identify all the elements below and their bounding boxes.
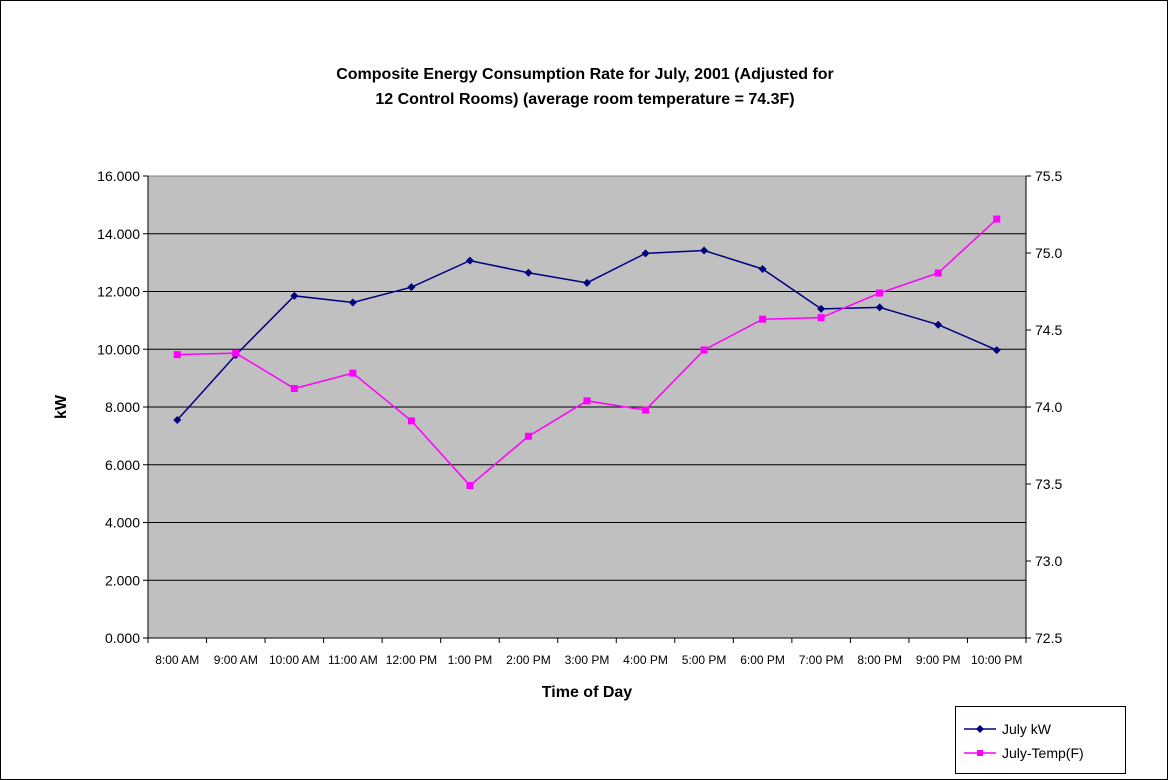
data-point-kw <box>992 346 1001 355</box>
data-point-temp <box>407 417 415 425</box>
x-tick-label: 11:00 AM <box>328 653 378 667</box>
legend-label-temp: July-Temp(F) <box>1002 745 1084 761</box>
y2-tick-label: 72.5 <box>1035 630 1062 646</box>
y2-tick-label: 75.0 <box>1035 245 1062 261</box>
x-tick-label: 10:00 AM <box>269 653 320 667</box>
y-tick-label: 0.000 <box>105 630 140 646</box>
data-point-temp <box>934 269 942 277</box>
x-tick-label: 9:00 PM <box>916 653 961 667</box>
data-point-temp <box>993 215 1001 223</box>
data-point-kw <box>465 256 474 265</box>
x-tick-label: 8:00 AM <box>155 653 199 667</box>
x-tick-label: 8:00 PM <box>857 653 902 667</box>
data-point-temp <box>817 314 825 322</box>
x-tick-label: 2:00 PM <box>506 653 551 667</box>
y-tick-label: 10.000 <box>97 341 140 357</box>
data-point-kw <box>173 415 182 424</box>
y-tick-label: 14.000 <box>97 226 140 242</box>
data-point-kw <box>758 264 767 273</box>
x-tick-label: 4:00 PM <box>623 653 668 667</box>
x-tick-label: 12:00 PM <box>386 653 437 667</box>
data-point-temp <box>642 406 650 414</box>
data-point-temp <box>700 346 708 354</box>
x-tick-label: 1:00 PM <box>448 653 493 667</box>
data-point-kw <box>524 268 533 277</box>
x-axis-label: Time of Day <box>542 684 633 701</box>
data-point-temp <box>232 349 240 357</box>
legend-label-kw: July kW <box>1002 721 1051 737</box>
x-tick-label: 3:00 PM <box>565 653 610 667</box>
y-tick-label: 2.000 <box>105 572 140 588</box>
chart-title-line-2: 12 Control Rooms) (average room temperat… <box>375 91 795 108</box>
data-point-temp <box>524 432 532 440</box>
x-tick-label: 10:00 PM <box>971 653 1022 667</box>
x-tick-label: 5:00 PM <box>682 653 727 667</box>
x-tick-label: 6:00 PM <box>740 653 785 667</box>
data-point-temp <box>173 351 181 359</box>
data-point-temp <box>759 315 767 323</box>
y2-axis-ticks: 72.5 73.0 73.5 74.0 74.5 75.0 75.5 <box>1026 168 1062 646</box>
y2-tick-label: 73.5 <box>1035 476 1062 492</box>
data-point-temp <box>876 289 884 297</box>
y2-tick-label: 73.0 <box>1035 553 1062 569</box>
x-tick-label: 7:00 PM <box>799 653 844 667</box>
chart-title: Composite Energy Consumption Rate for Ju… <box>150 62 1020 112</box>
y2-tick-label: 74.5 <box>1035 322 1062 338</box>
y-axis-ticks: 0.000 2.000 4.000 6.000 8.000 10.000 12.000 14.… <box>97 168 148 646</box>
y-tick-label: 8.000 <box>105 399 140 415</box>
data-point-temp <box>349 369 357 377</box>
legend-marker-temp <box>964 750 996 756</box>
data-point-kw <box>348 298 357 307</box>
data-point-kw <box>407 283 416 292</box>
legend-item-kw: July kW <box>962 718 1051 740</box>
legend-item-temp: July-Temp(F) <box>962 742 1084 764</box>
data-point-kw <box>700 246 709 255</box>
data-point-kw <box>817 304 826 313</box>
data-point-kw <box>583 278 591 287</box>
y-tick-label: 12.000 <box>97 284 140 300</box>
gridlines <box>148 233 1026 581</box>
y2-tick-label: 75.5 <box>1035 168 1062 184</box>
x-axis-ticks: 8:00 AM 9:00 AM 10:00 AM 11:00 AM 12:00 PM 1:… <box>147 638 1027 667</box>
legend: July kW July-Temp(F) <box>955 706 1126 774</box>
series-group <box>173 215 1001 490</box>
chart-title-line-1: Composite Energy Consumption Rate for Ju… <box>336 66 834 83</box>
data-point-kw <box>641 249 650 258</box>
y-tick-label: 16.000 <box>97 168 140 184</box>
data-point-kw <box>290 291 299 300</box>
data-point-kw <box>875 303 884 312</box>
data-point-kw <box>934 320 943 329</box>
x-tick-label: 9:00 AM <box>214 653 258 667</box>
y2-tick-label: 74.0 <box>1035 399 1062 415</box>
data-point-temp <box>290 385 298 393</box>
data-point-temp <box>466 482 474 490</box>
legend-marker-kw <box>964 725 996 733</box>
data-point-temp <box>583 397 591 405</box>
y-tick-label: 6.000 <box>105 457 140 473</box>
y-tick-label: 4.000 <box>105 515 140 531</box>
y-axis-label: kW <box>53 394 70 419</box>
